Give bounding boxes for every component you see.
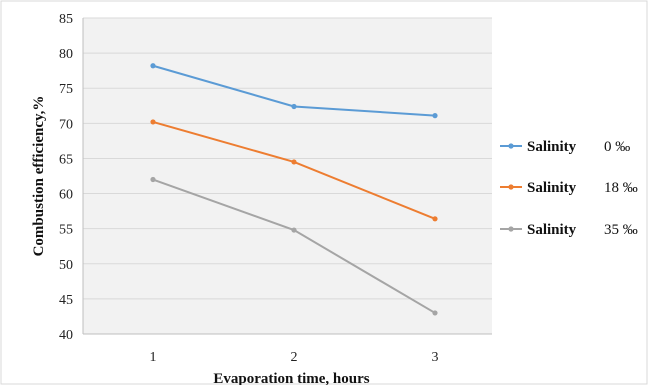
y-axis-title: Combustion efficiency,% (31, 96, 47, 257)
x-tick-label: 1 (150, 350, 157, 365)
series-lines (150, 63, 438, 316)
data-point (150, 176, 156, 183)
y-tick-label: 60 (59, 188, 73, 203)
legend-marker (508, 226, 514, 232)
x-tick-label: 2 (291, 350, 298, 365)
legend-label: Salinity (527, 139, 577, 155)
legend-salinity-level: 0 ‰ (604, 139, 630, 155)
y-axis: 40 45 50 55 60 65 70 75 80 85 (59, 12, 73, 343)
data-point (432, 310, 438, 316)
y-tick-label: 70 (59, 117, 73, 132)
y-tick-label: 55 (59, 223, 73, 238)
data-point (432, 113, 438, 119)
data-point (150, 119, 156, 125)
y-tick-label: 65 (59, 152, 73, 167)
y-tick-label: 75 (59, 82, 73, 97)
data-point (150, 63, 156, 69)
legend-label: Salinity (527, 180, 577, 196)
x-axis-title: Evaporation time, hours (213, 371, 369, 385)
legend-salinity-level: 18 ‰ (604, 180, 638, 196)
legend-label: Salinity (527, 222, 577, 238)
data-point (291, 227, 297, 233)
x-tick-label: 3 (432, 350, 439, 365)
data-point (291, 103, 297, 110)
legend-salinity-level: 35 ‰ (604, 222, 638, 238)
x-axis: 1 2 3 (82, 18, 492, 365)
data-point (432, 216, 438, 222)
legend-marker (508, 143, 514, 149)
y-tick-label: 80 (59, 47, 73, 62)
y-tick-label: 50 (59, 258, 73, 273)
plot-area (83, 18, 492, 334)
data-point (291, 159, 297, 165)
legend-marker (508, 184, 514, 190)
y-tick-label: 45 (59, 293, 73, 308)
y-tick-label: 85 (59, 12, 73, 27)
y-tick-label: 40 (59, 328, 73, 343)
legend: Salinity 0 ‰ Salinity 18 ‰ Salinity 35 ‰ (500, 139, 638, 238)
